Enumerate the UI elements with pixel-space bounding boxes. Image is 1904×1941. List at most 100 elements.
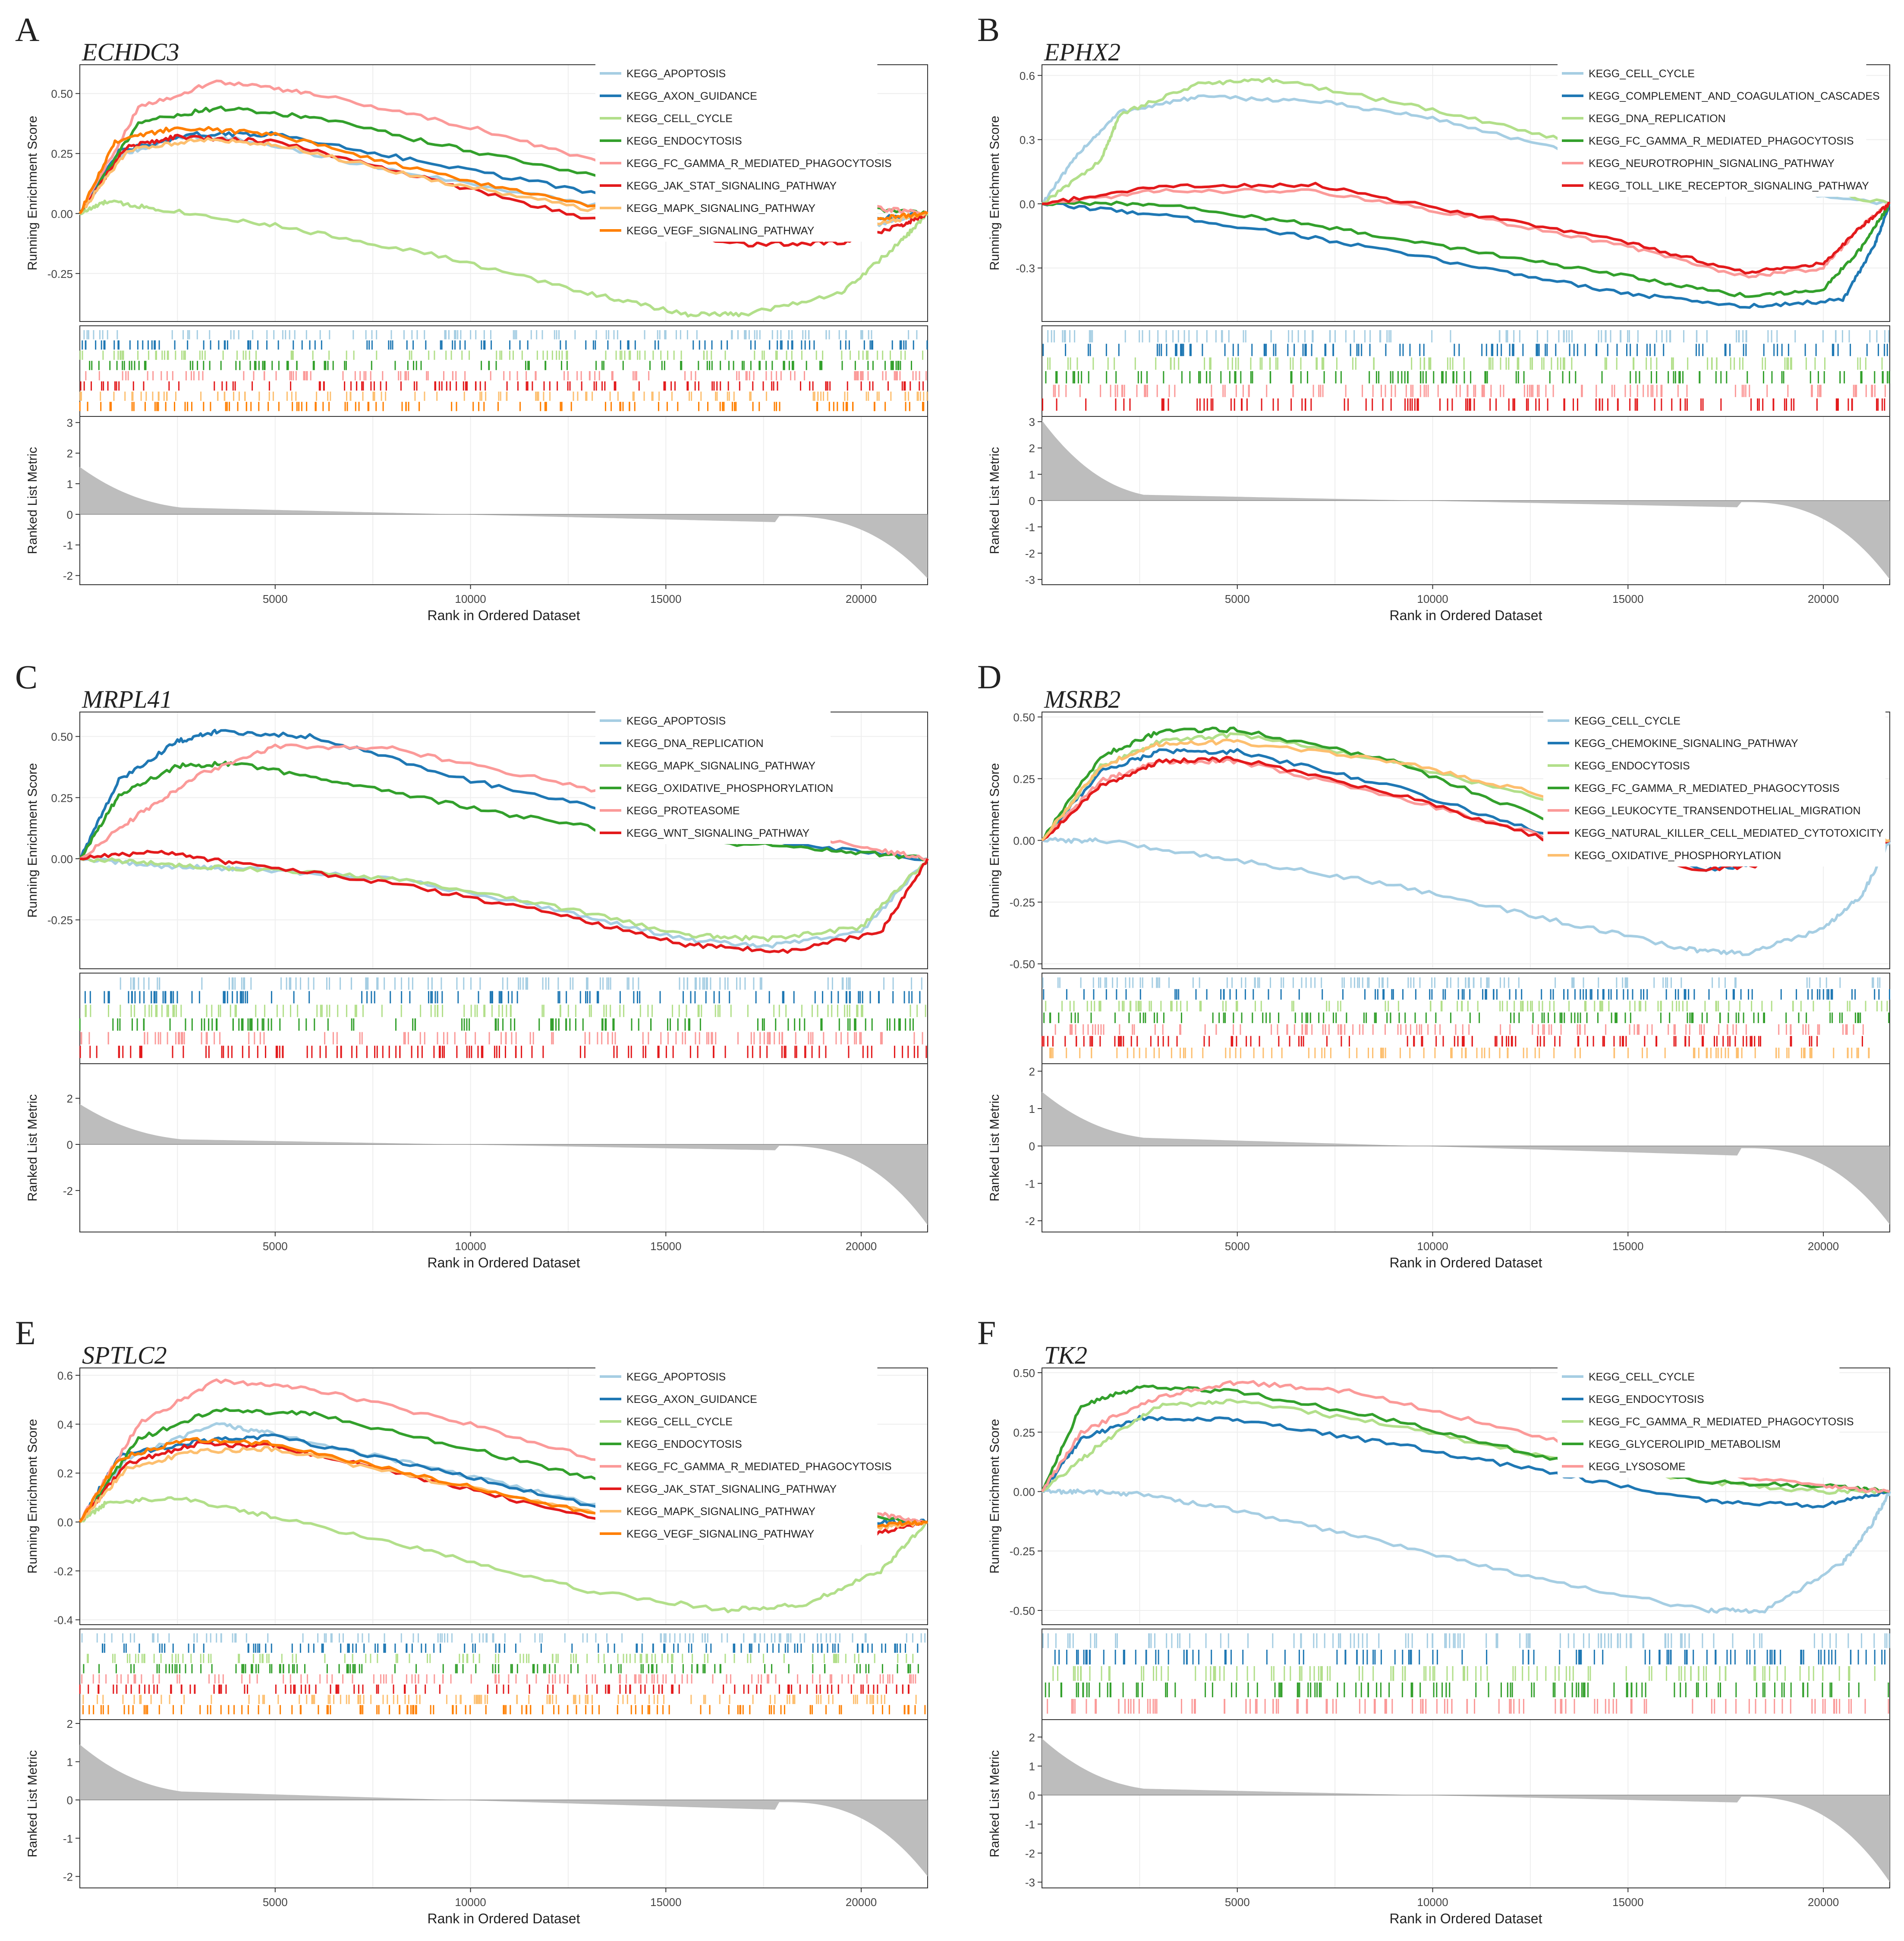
legend-label: KEGG_FC_GAMMA_R_MEDIATED_PHAGOCYTOSIS (1589, 135, 1854, 147)
rank-y-tick-label: 1 (1029, 468, 1035, 481)
y-tick-label: 0.25 (51, 791, 73, 804)
es-line-kegg-complement-and-coagulation-cascades (1042, 202, 1891, 309)
rank-plot-frame (79, 416, 928, 585)
y-tick-label: -0.50 (1010, 1604, 1035, 1617)
panel-letter: A (15, 11, 39, 48)
ranked-metric-area (1042, 1092, 1890, 1225)
y-tick-label: 0.4 (57, 1418, 73, 1431)
rank-y-tick-label: -2 (1025, 1847, 1035, 1860)
rank-y-axis-label: Ranked List Metric (25, 1094, 40, 1201)
rank-y-tick-label: 3 (67, 416, 73, 429)
legend-bg (1543, 799, 1885, 822)
x-tick-label: 15000 (1612, 1240, 1643, 1253)
es-line-kegg-fc-gamma-r-mediated-phagocytosis (1042, 200, 1890, 298)
x-tick-label: 10000 (1417, 1896, 1448, 1909)
rank-y-tick-label: -1 (63, 1832, 73, 1845)
legend-label: KEGG_APOPTOSIS (626, 1371, 726, 1383)
es-y-axis-label: Running Enrichment Score (25, 763, 40, 918)
rank-y-tick-label: 3 (1029, 416, 1035, 429)
ranked-metric-area (1042, 1738, 1890, 1882)
rank-y-axis-label: Ranked List Metric (988, 1094, 1002, 1201)
legend-bg (595, 822, 831, 844)
x-tick-label: 5000 (1225, 1240, 1250, 1253)
rank-plot-frame (79, 1719, 928, 1888)
x-tick-label: 5000 (263, 592, 288, 605)
es-y-axis-label: Running Enrichment Score (25, 116, 40, 271)
panel-d: D MSRB2 -0.50 -0.25 0.00 0.25 0.50 Running Enri… (977, 658, 1891, 1270)
x-tick-label: 10000 (1417, 1240, 1448, 1253)
legend-label: KEGG_OXIDATIVE_PHOSPHORYLATION (1574, 850, 1781, 862)
x-tick-label: 10000 (455, 1896, 486, 1909)
legend-label: KEGG_WNT_SIGNALING_PATHWAY (626, 827, 809, 839)
legend-bg (1558, 1388, 1840, 1410)
legend-bg (595, 174, 878, 197)
legend-label: KEGG_LYSOSOME (1589, 1461, 1686, 1473)
y-tick-label: -0.3 (1016, 262, 1035, 275)
legend-bg (595, 107, 878, 129)
gene-title: TK2 (1044, 1341, 1087, 1369)
x-tick-label: 15000 (1612, 1896, 1643, 1909)
panel-b: B EPHX2 -0.3 0.0 0.3 0.6 Running Enrichment Sc… (977, 11, 1891, 623)
legend-label: KEGG_CELL_CYCLE (1589, 1371, 1695, 1383)
rank-y-tick-label: 1 (1029, 1760, 1035, 1773)
legend-bg (1558, 1365, 1840, 1388)
legend-bg (1543, 844, 1885, 867)
ranked-metric-area (80, 1744, 928, 1877)
rank-y-tick-label: -1 (63, 539, 73, 552)
es-plot-frame (1042, 64, 1890, 322)
es-line-kegg-toll-like-receptor-signaling-pathway (1042, 182, 1891, 274)
legend-label: KEGG_VEGF_SIGNALING_PATHWAY (626, 1528, 815, 1540)
legend-label: KEGG_JAK_STAT_SIGNALING_PATHWAY (626, 180, 837, 192)
es-line-kegg-apoptosis (79, 857, 929, 949)
y-tick-label: 0.00 (51, 208, 73, 221)
legend-bg (1558, 1433, 1840, 1455)
panel-letter: C (15, 658, 38, 696)
y-tick-label: 0.0 (57, 1516, 73, 1529)
es-line-kegg-cell-cycle (1042, 837, 1891, 956)
legend-label: KEGG_CELL_CYCLE (1574, 715, 1681, 727)
panel-letter: F (977, 1314, 996, 1352)
legend-label: KEGG_APOPTOSIS (626, 68, 726, 80)
x-axis-label: Rank in Ordered Dataset (428, 1911, 580, 1926)
rank-y-tick-label: 0 (67, 1794, 73, 1807)
legend-bg (595, 129, 878, 152)
ranked-metric-area (80, 1104, 928, 1225)
legend-label: KEGG_ENDOCYTOSIS (626, 135, 742, 147)
es-line-kegg-cell-cycle (79, 199, 929, 318)
legend-label: KEGG_FC_GAMMA_R_MEDIATED_PHAGOCYTOSIS (626, 1461, 892, 1473)
rank-y-tick-label: -1 (1025, 1177, 1035, 1190)
rank-y-tick-label: 2 (67, 1717, 73, 1730)
ranked-metric-area (80, 467, 928, 579)
rank-y-axis-label: Ranked List Metric (25, 1750, 40, 1857)
y-tick-label: 0.25 (1013, 1426, 1035, 1439)
x-tick-label: 10000 (455, 1240, 486, 1253)
legend-label: KEGG_MAPK_SIGNALING_PATHWAY (626, 202, 815, 214)
gene-title: SPTLC2 (82, 1341, 167, 1369)
hit-band-frame (79, 973, 928, 1064)
panel-letter: D (977, 658, 1001, 696)
rank-y-tick-label: 1 (67, 478, 73, 491)
legend-label: KEGG_JAK_STAT_SIGNALING_PATHWAY (626, 1483, 837, 1495)
legend-bg (595, 709, 831, 732)
legend-bg (595, 754, 831, 777)
es-line-kegg-endocytosis (1041, 1415, 1890, 1509)
legend-label: KEGG_PROTEASOME (626, 805, 740, 817)
x-tick-label: 15000 (650, 1240, 681, 1253)
gene-title: MRPL41 (82, 685, 172, 713)
y-tick-label: 0.00 (1013, 835, 1035, 848)
es-y-axis-label: Running Enrichment Score (988, 763, 1002, 918)
rank-y-tick-label: 2 (1029, 442, 1035, 455)
ranked-metric-area (1042, 420, 1890, 580)
y-tick-label: 0.00 (1013, 1485, 1035, 1498)
rank-y-axis-label: Ranked List Metric (988, 447, 1002, 554)
legend-bg (1543, 754, 1885, 777)
legend-bg (595, 219, 878, 242)
legend-label: KEGG_CELL_CYCLE (1589, 68, 1695, 80)
es-line-kegg-glycerolipid-metabolism (1041, 1384, 1890, 1494)
legend-bg (1558, 62, 1866, 85)
rank-y-tick-label: -2 (63, 570, 73, 583)
rank-y-tick-label: 1 (1029, 1103, 1035, 1115)
legend-bg (1558, 1455, 1840, 1478)
legend-bg (1558, 85, 1866, 107)
y-tick-label: 0.50 (1013, 1367, 1035, 1380)
